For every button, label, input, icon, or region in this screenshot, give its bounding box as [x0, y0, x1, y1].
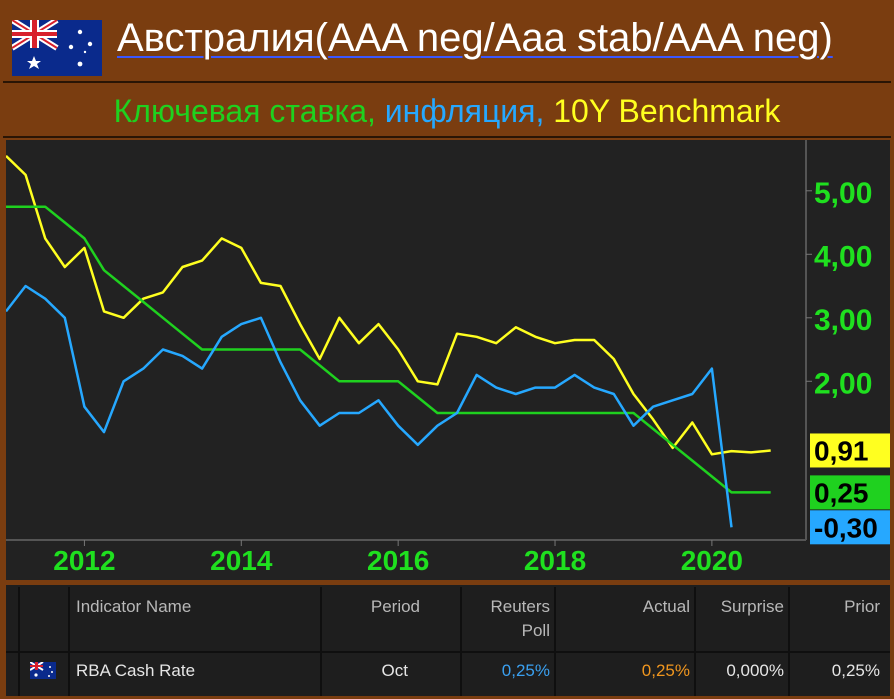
row-divider [6, 651, 890, 653]
column-header-surprise[interactable]: Surprise [720, 597, 784, 616]
y-tick-label: 5,00 [814, 177, 872, 210]
column-divider [460, 653, 462, 696]
column-divider [320, 653, 322, 696]
row-surprise: 0,000% [726, 661, 784, 680]
row-period: Oct [381, 661, 408, 680]
column-header-poll[interactable]: Reuters Poll [466, 595, 550, 643]
row-actual: 0,25% [641, 661, 690, 680]
page-title: Австралия(AAA neg/Aaa stab/AAA neg) [117, 16, 833, 61]
column-divider [788, 653, 790, 696]
y-tick-label: 4,00 [814, 240, 872, 273]
x-tick-label: 2018 [524, 545, 586, 576]
column-header-actual[interactable]: Actual [642, 597, 690, 616]
title-bar: Австралия(AAA neg/Aaa stab/AAA neg) [3, 3, 891, 83]
column-divider [694, 587, 696, 651]
column-divider [788, 587, 790, 651]
end-value-label: 0,91 [814, 435, 869, 466]
australia-flag-icon [30, 662, 56, 679]
row-poll: 0,25% [501, 661, 550, 680]
x-tick-label: 2020 [681, 545, 743, 576]
end-value-box [810, 433, 890, 468]
column-header-name[interactable]: Indicator Name [76, 597, 192, 616]
column-divider [554, 587, 556, 651]
row-indicator-name[interactable]: RBA Cash Rate [76, 661, 196, 680]
column-divider [68, 587, 70, 651]
australia-flag-icon [12, 20, 102, 76]
x-tick-label: 2016 [367, 545, 429, 576]
end-value-box [810, 475, 890, 510]
end-value-label: 0,25 [814, 477, 869, 508]
indicator-table: Indicator Name Period Reuters Poll Actua… [6, 585, 890, 696]
end-value-box [810, 510, 890, 545]
title-text: Австралия(AAA neg/Aaa stab/AAA neg) [117, 16, 833, 60]
line-chart: 5,00 4,00 3,00 2,00 2012 2014 2016 2018 2020 0,91… [6, 140, 890, 580]
poll-header-line1: Reuters [490, 597, 550, 616]
subtitle-inflation: инфляция, [384, 93, 545, 129]
column-divider [18, 587, 20, 651]
column-header-period[interactable]: Period [370, 597, 420, 616]
column-header-prior[interactable]: Prior [844, 597, 880, 616]
column-divider [320, 587, 322, 651]
column-divider [460, 587, 462, 651]
row-prior: 0,25% [831, 661, 880, 680]
series-line-inflation [6, 284, 733, 528]
chart-subtitle: Ключевая ставка, инфляция, 10Y Benchmark [3, 93, 891, 130]
subtitle-bar: Ключевая ставка, инфляция, 10Y Benchmark [3, 84, 891, 138]
column-divider [694, 653, 696, 696]
chart-svg: 5,00 4,00 3,00 2,00 2012 2014 2016 2018 2020 0,91… [6, 140, 890, 576]
poll-header-line2: Poll [521, 621, 550, 640]
column-divider [18, 653, 20, 696]
series-line-benchmark [6, 155, 771, 456]
column-divider [68, 653, 70, 696]
x-tick-label: 2012 [53, 545, 115, 576]
series-line-rate [6, 205, 771, 494]
x-tick-label: 2014 [210, 545, 273, 576]
y-tick-label: 2,00 [814, 367, 872, 400]
column-divider [554, 653, 556, 696]
subtitle-rate: Ключевая ставка, [113, 93, 376, 129]
y-tick-label: 3,00 [814, 304, 872, 337]
end-value-label: -0,30 [814, 512, 878, 543]
subtitle-benchmark: 10Y Benchmark [553, 93, 781, 129]
